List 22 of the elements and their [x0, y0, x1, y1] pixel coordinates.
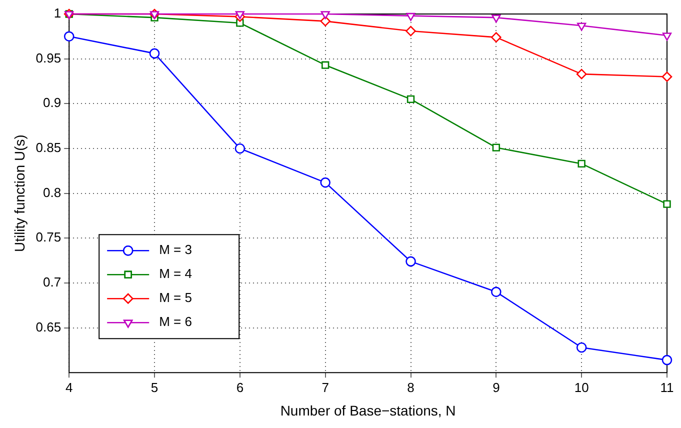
- legend-label: M = 5: [159, 290, 192, 306]
- y-tick-label: 0.65: [36, 319, 62, 334]
- x-tick-label: 11: [660, 380, 674, 395]
- y-tick-label: 0.75: [36, 230, 62, 245]
- y-tick-label: 0.8: [43, 184, 62, 200]
- x-tick-label: 7: [322, 380, 329, 395]
- x-tick-label: 9: [492, 380, 500, 395]
- y-tick-label: 0.9: [43, 95, 62, 110]
- x-tick-label: 5: [150, 380, 158, 395]
- y-tick-label: 1: [54, 6, 62, 21]
- y-tick-label: 0.7: [43, 274, 62, 290]
- y-axis-title: Utility function U(s): [11, 134, 28, 252]
- y-tick-label: 0.85: [36, 140, 62, 156]
- legend-label: M = 3: [159, 242, 192, 258]
- x-tick-label: 6: [236, 380, 244, 395]
- y-tick-label: 0.95: [36, 50, 62, 66]
- x-tick-label: 4: [65, 380, 73, 395]
- legend-label: M = 6: [159, 314, 192, 330]
- x-axis-title: Number of Base−stations, N: [280, 402, 456, 418]
- x-tick-label: 8: [407, 380, 414, 395]
- x-tick-label: 10: [574, 380, 589, 395]
- legend-label: M = 4: [159, 266, 192, 282]
